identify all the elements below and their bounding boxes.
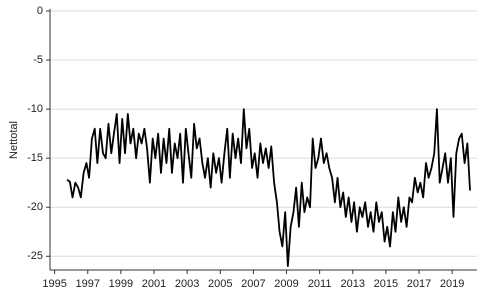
- x-tick-label: 2003: [175, 278, 199, 290]
- y-tick-label: -10: [27, 103, 43, 115]
- x-tick-label: 1995: [42, 278, 66, 290]
- x-tick-label: 2001: [142, 278, 166, 290]
- x-tick-label: 2005: [208, 278, 232, 290]
- y-tick-label: 0: [37, 5, 43, 17]
- x-tick-label: 2019: [440, 278, 464, 290]
- x-tick-label: 2009: [274, 278, 298, 290]
- x-tick-label: 2015: [374, 278, 398, 290]
- y-tick-label: -5: [33, 54, 43, 66]
- data-line: [66, 108, 471, 267]
- x-tick-label: 1997: [76, 278, 100, 290]
- y-axis-label: Nettotal: [8, 121, 20, 159]
- y-tick-label: -25: [27, 250, 43, 262]
- x-tick-label: 2013: [341, 278, 365, 290]
- y-tick-label: -20: [27, 201, 43, 213]
- x-tick-label: 2011: [308, 278, 332, 290]
- x-tick-label: 1999: [109, 278, 133, 290]
- y-tick-label: -15: [27, 152, 43, 164]
- x-tick-label: 2017: [407, 278, 431, 290]
- x-tick-label: 2007: [241, 278, 265, 290]
